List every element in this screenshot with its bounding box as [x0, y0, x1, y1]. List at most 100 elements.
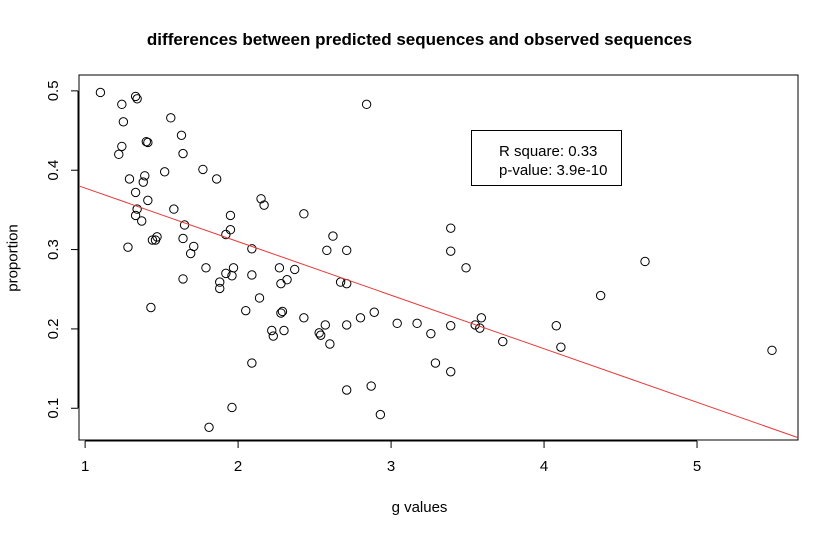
data-point	[277, 306, 288, 317]
y-tick-label: 0.1	[45, 398, 62, 419]
data-point	[204, 422, 214, 433]
data-point	[147, 235, 158, 245]
data-point	[221, 229, 231, 240]
data-point	[268, 331, 278, 341]
data-point	[267, 325, 277, 336]
y-tick-label: 0.5	[45, 80, 62, 101]
data-point	[228, 263, 239, 273]
data-point	[221, 268, 231, 279]
data-point	[146, 302, 156, 313]
data-point	[556, 342, 566, 352]
data-point	[124, 174, 135, 184]
data-point	[282, 275, 292, 285]
legend: R square: 0.33 p-value: 3.9e-10	[471, 130, 622, 186]
data-point	[342, 245, 352, 256]
data-point	[299, 209, 309, 219]
y-axis-label: proportion	[4, 224, 22, 292]
y-tick-label: 0.4	[45, 160, 62, 181]
data-point	[470, 320, 480, 330]
data-point	[446, 246, 456, 256]
data-point	[254, 293, 265, 303]
data-point	[241, 305, 251, 316]
x-axis: 1 2 3 4 5	[81, 440, 701, 475]
data-point	[132, 94, 142, 104]
data-point	[551, 321, 561, 331]
data-point	[274, 263, 285, 273]
data-point	[446, 321, 456, 331]
data-point	[130, 91, 141, 102]
data-point	[178, 274, 188, 284]
data-point	[150, 235, 161, 245]
data-point	[138, 177, 148, 187]
data-point	[178, 148, 188, 159]
data-point	[430, 358, 441, 368]
x-tick-label: 1	[81, 458, 89, 475]
data-point	[215, 277, 225, 287]
data-point	[198, 164, 208, 175]
x-tick-label: 2	[234, 458, 242, 475]
y-tick-label: 0.2	[45, 318, 62, 339]
data-point	[225, 225, 236, 235]
data-point	[247, 358, 257, 368]
data-point	[767, 345, 777, 356]
data-point	[140, 171, 150, 181]
data-point	[178, 233, 188, 244]
data-point	[369, 307, 379, 317]
data-point	[595, 290, 606, 301]
data-point	[123, 242, 133, 252]
data-point	[314, 328, 324, 338]
data-point	[185, 248, 196, 259]
x-tick-label: 3	[387, 458, 395, 475]
data-point	[211, 174, 222, 184]
data-point	[247, 244, 257, 254]
data-point	[143, 195, 153, 206]
data-point	[426, 328, 436, 339]
y-tick-label: 0.3	[45, 239, 62, 260]
legend-p-value: p-value: 3.9e-10	[499, 162, 608, 179]
data-point	[342, 385, 352, 395]
data-point	[290, 264, 300, 275]
data-point	[366, 381, 376, 391]
data-points	[95, 87, 777, 433]
data-point	[335, 277, 346, 287]
data-point	[201, 263, 211, 273]
data-point	[117, 141, 127, 152]
data-point	[320, 320, 330, 330]
data-point	[259, 200, 269, 210]
data-point	[328, 231, 338, 241]
data-point	[256, 194, 266, 204]
data-point	[276, 308, 286, 318]
y-axis: 0.1 0.2 0.3 0.4 0.5	[45, 80, 79, 419]
data-point	[355, 313, 366, 323]
data-point	[130, 187, 141, 198]
data-point	[299, 313, 309, 323]
data-point	[176, 130, 187, 141]
data-point	[179, 220, 190, 230]
data-point	[227, 271, 237, 281]
data-point	[640, 256, 650, 267]
data-point	[114, 149, 124, 160]
data-point	[392, 318, 402, 329]
data-point	[316, 330, 326, 340]
data-point	[137, 216, 147, 226]
data-point	[215, 283, 225, 294]
data-point	[143, 137, 153, 148]
data-point	[276, 278, 286, 289]
data-point	[412, 318, 422, 329]
data-point	[322, 245, 332, 256]
data-point	[498, 336, 508, 347]
chart-title: differences between predicted sequences …	[146, 30, 693, 49]
data-point	[279, 325, 289, 336]
data-point	[118, 117, 129, 127]
data-point	[169, 204, 179, 214]
data-point	[141, 136, 152, 147]
data-point	[95, 87, 106, 98]
data-point	[225, 210, 236, 221]
data-point	[166, 113, 176, 123]
data-point	[227, 402, 237, 413]
data-point	[476, 313, 487, 323]
regression-line	[78, 185, 799, 439]
data-point	[342, 320, 352, 330]
data-point	[446, 223, 456, 233]
x-axis-label: g values	[391, 499, 448, 516]
